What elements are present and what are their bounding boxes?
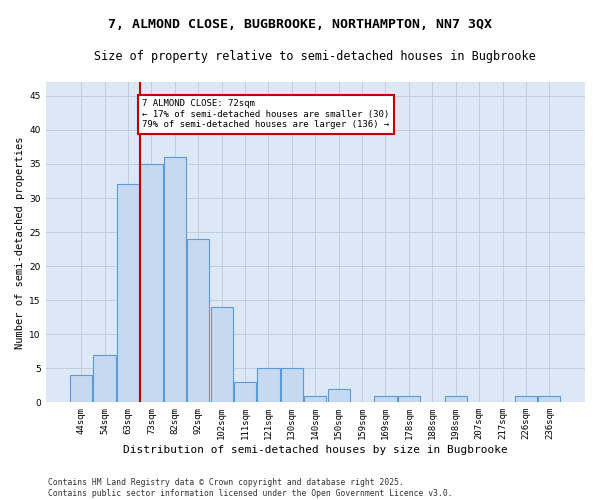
- Text: 7, ALMOND CLOSE, BUGBROOKE, NORTHAMPTON, NN7 3QX: 7, ALMOND CLOSE, BUGBROOKE, NORTHAMPTON,…: [108, 18, 492, 30]
- Y-axis label: Number of semi-detached properties: Number of semi-detached properties: [15, 136, 25, 348]
- Bar: [281, 368, 303, 402]
- Text: Contains HM Land Registry data © Crown copyright and database right 2025.
Contai: Contains HM Land Registry data © Crown c…: [48, 478, 452, 498]
- Text: 7 ALMOND CLOSE: 72sqm
← 17% of semi-detached houses are smaller (30)
79% of semi: 7 ALMOND CLOSE: 72sqm ← 17% of semi-deta…: [142, 99, 389, 129]
- Bar: [374, 396, 397, 402]
- Bar: [187, 239, 209, 402]
- Bar: [234, 382, 256, 402]
- Bar: [515, 396, 537, 402]
- X-axis label: Distribution of semi-detached houses by size in Bugbrooke: Distribution of semi-detached houses by …: [123, 445, 508, 455]
- Bar: [257, 368, 280, 402]
- Bar: [304, 396, 326, 402]
- Bar: [94, 354, 116, 403]
- Bar: [398, 396, 420, 402]
- Bar: [211, 307, 233, 402]
- Bar: [538, 396, 560, 402]
- Bar: [328, 388, 350, 402]
- Title: Size of property relative to semi-detached houses in Bugbrooke: Size of property relative to semi-detach…: [94, 50, 536, 63]
- Bar: [117, 184, 139, 402]
- Bar: [445, 396, 467, 402]
- Bar: [164, 157, 186, 402]
- Bar: [70, 375, 92, 402]
- Bar: [140, 164, 163, 402]
